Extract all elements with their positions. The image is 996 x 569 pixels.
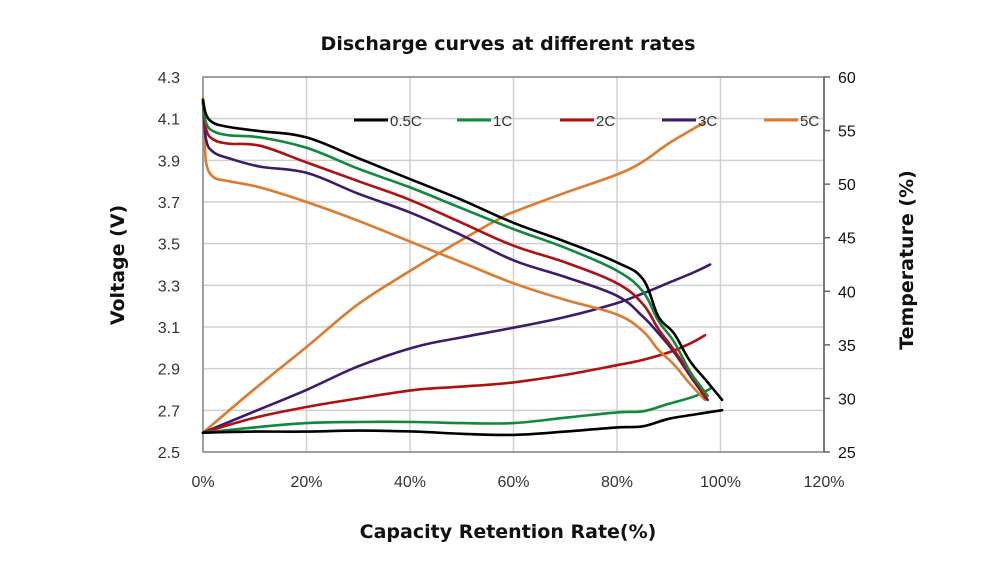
voltage-curve-2c: [201, 100, 707, 400]
y2-tick-label: 35: [838, 338, 856, 355]
y-axis-title: Voltage (V): [107, 205, 129, 325]
y2-tick-label: 60: [838, 70, 856, 87]
y2-tick-label: 40: [838, 284, 856, 301]
legend-item-3c: 3C: [662, 113, 717, 130]
x-axis-title: Capacity Retention Rate(%): [360, 521, 657, 543]
y-tick-label: 3.5: [158, 237, 180, 254]
x-tick-label: 40%: [394, 474, 426, 491]
y-tick-label: 2.7: [158, 403, 180, 420]
y2-tick-label: 45: [838, 231, 856, 248]
y-tick-label: 3.9: [158, 153, 180, 170]
y-tick-label: 3.3: [158, 278, 180, 295]
legend-label: 2C: [596, 113, 615, 130]
temperature-curve-0-5c: [201, 408, 724, 437]
y-tick-label: 4.1: [158, 112, 180, 129]
legend-item-5c: 5C: [764, 113, 819, 130]
voltage-curve-3c: [201, 100, 709, 402]
y2-tick-label: 55: [838, 124, 856, 141]
legend-label: 3C: [698, 113, 717, 130]
y2-tick-label: 25: [838, 445, 856, 462]
x-tick-label: 60%: [497, 474, 529, 491]
legend-label: 1C: [493, 113, 512, 130]
temperature-curve-1c: [201, 387, 712, 434]
x-tick-label: 100%: [700, 474, 741, 491]
x-axis-ticks: 0% 20% 40% 60% 80% 100% 120%: [191, 474, 844, 491]
y-tick-label: 2.9: [158, 362, 180, 379]
y-tick-label: 3.1: [158, 320, 180, 337]
voltage-curve-5c: [201, 96, 707, 402]
temperature-curve-5c: [201, 120, 707, 434]
legend: 0.5C 1C 2C 3C 5C: [354, 113, 819, 130]
x-tick-label: 120%: [804, 474, 845, 491]
curves: [201, 96, 724, 437]
y-tick-label: 3.7: [158, 195, 180, 212]
legend-label: 5C: [800, 113, 819, 130]
temperature-curve-2c: [201, 333, 707, 434]
legend-item-2c: 2C: [560, 113, 615, 130]
legend-item-0-5c: 0.5C: [354, 113, 422, 130]
y-axis-left-ticks: 4.3 4.1 3.9 3.7 3.5 3.3 3.1 2.9 2.7 2.5: [158, 70, 180, 462]
y2-tick-label: 50: [838, 177, 856, 194]
legend-label: 0.5C: [390, 113, 422, 130]
voltage-curve-0-5c: [201, 98, 724, 402]
y-tick-label: 2.5: [158, 445, 180, 462]
chart-title: Discharge curves at different rates: [321, 33, 696, 55]
voltage-curve-1c: [201, 100, 709, 398]
legend-item-1c: 1C: [457, 113, 512, 130]
x-tick-label: 80%: [601, 474, 633, 491]
y-tick-label: 4.3: [158, 70, 180, 87]
temperature-curve-3c: [201, 263, 712, 434]
y2-tick-label: 30: [838, 391, 856, 408]
gridlines: [202, 76, 825, 453]
x-tick-label: 0%: [191, 474, 214, 491]
x-tick-label: 20%: [290, 474, 322, 491]
y2-axis-title: Temperature (%): [896, 170, 918, 350]
y-axis-right-ticks: 60 55 50 45 40 35 30 25: [823, 70, 856, 462]
